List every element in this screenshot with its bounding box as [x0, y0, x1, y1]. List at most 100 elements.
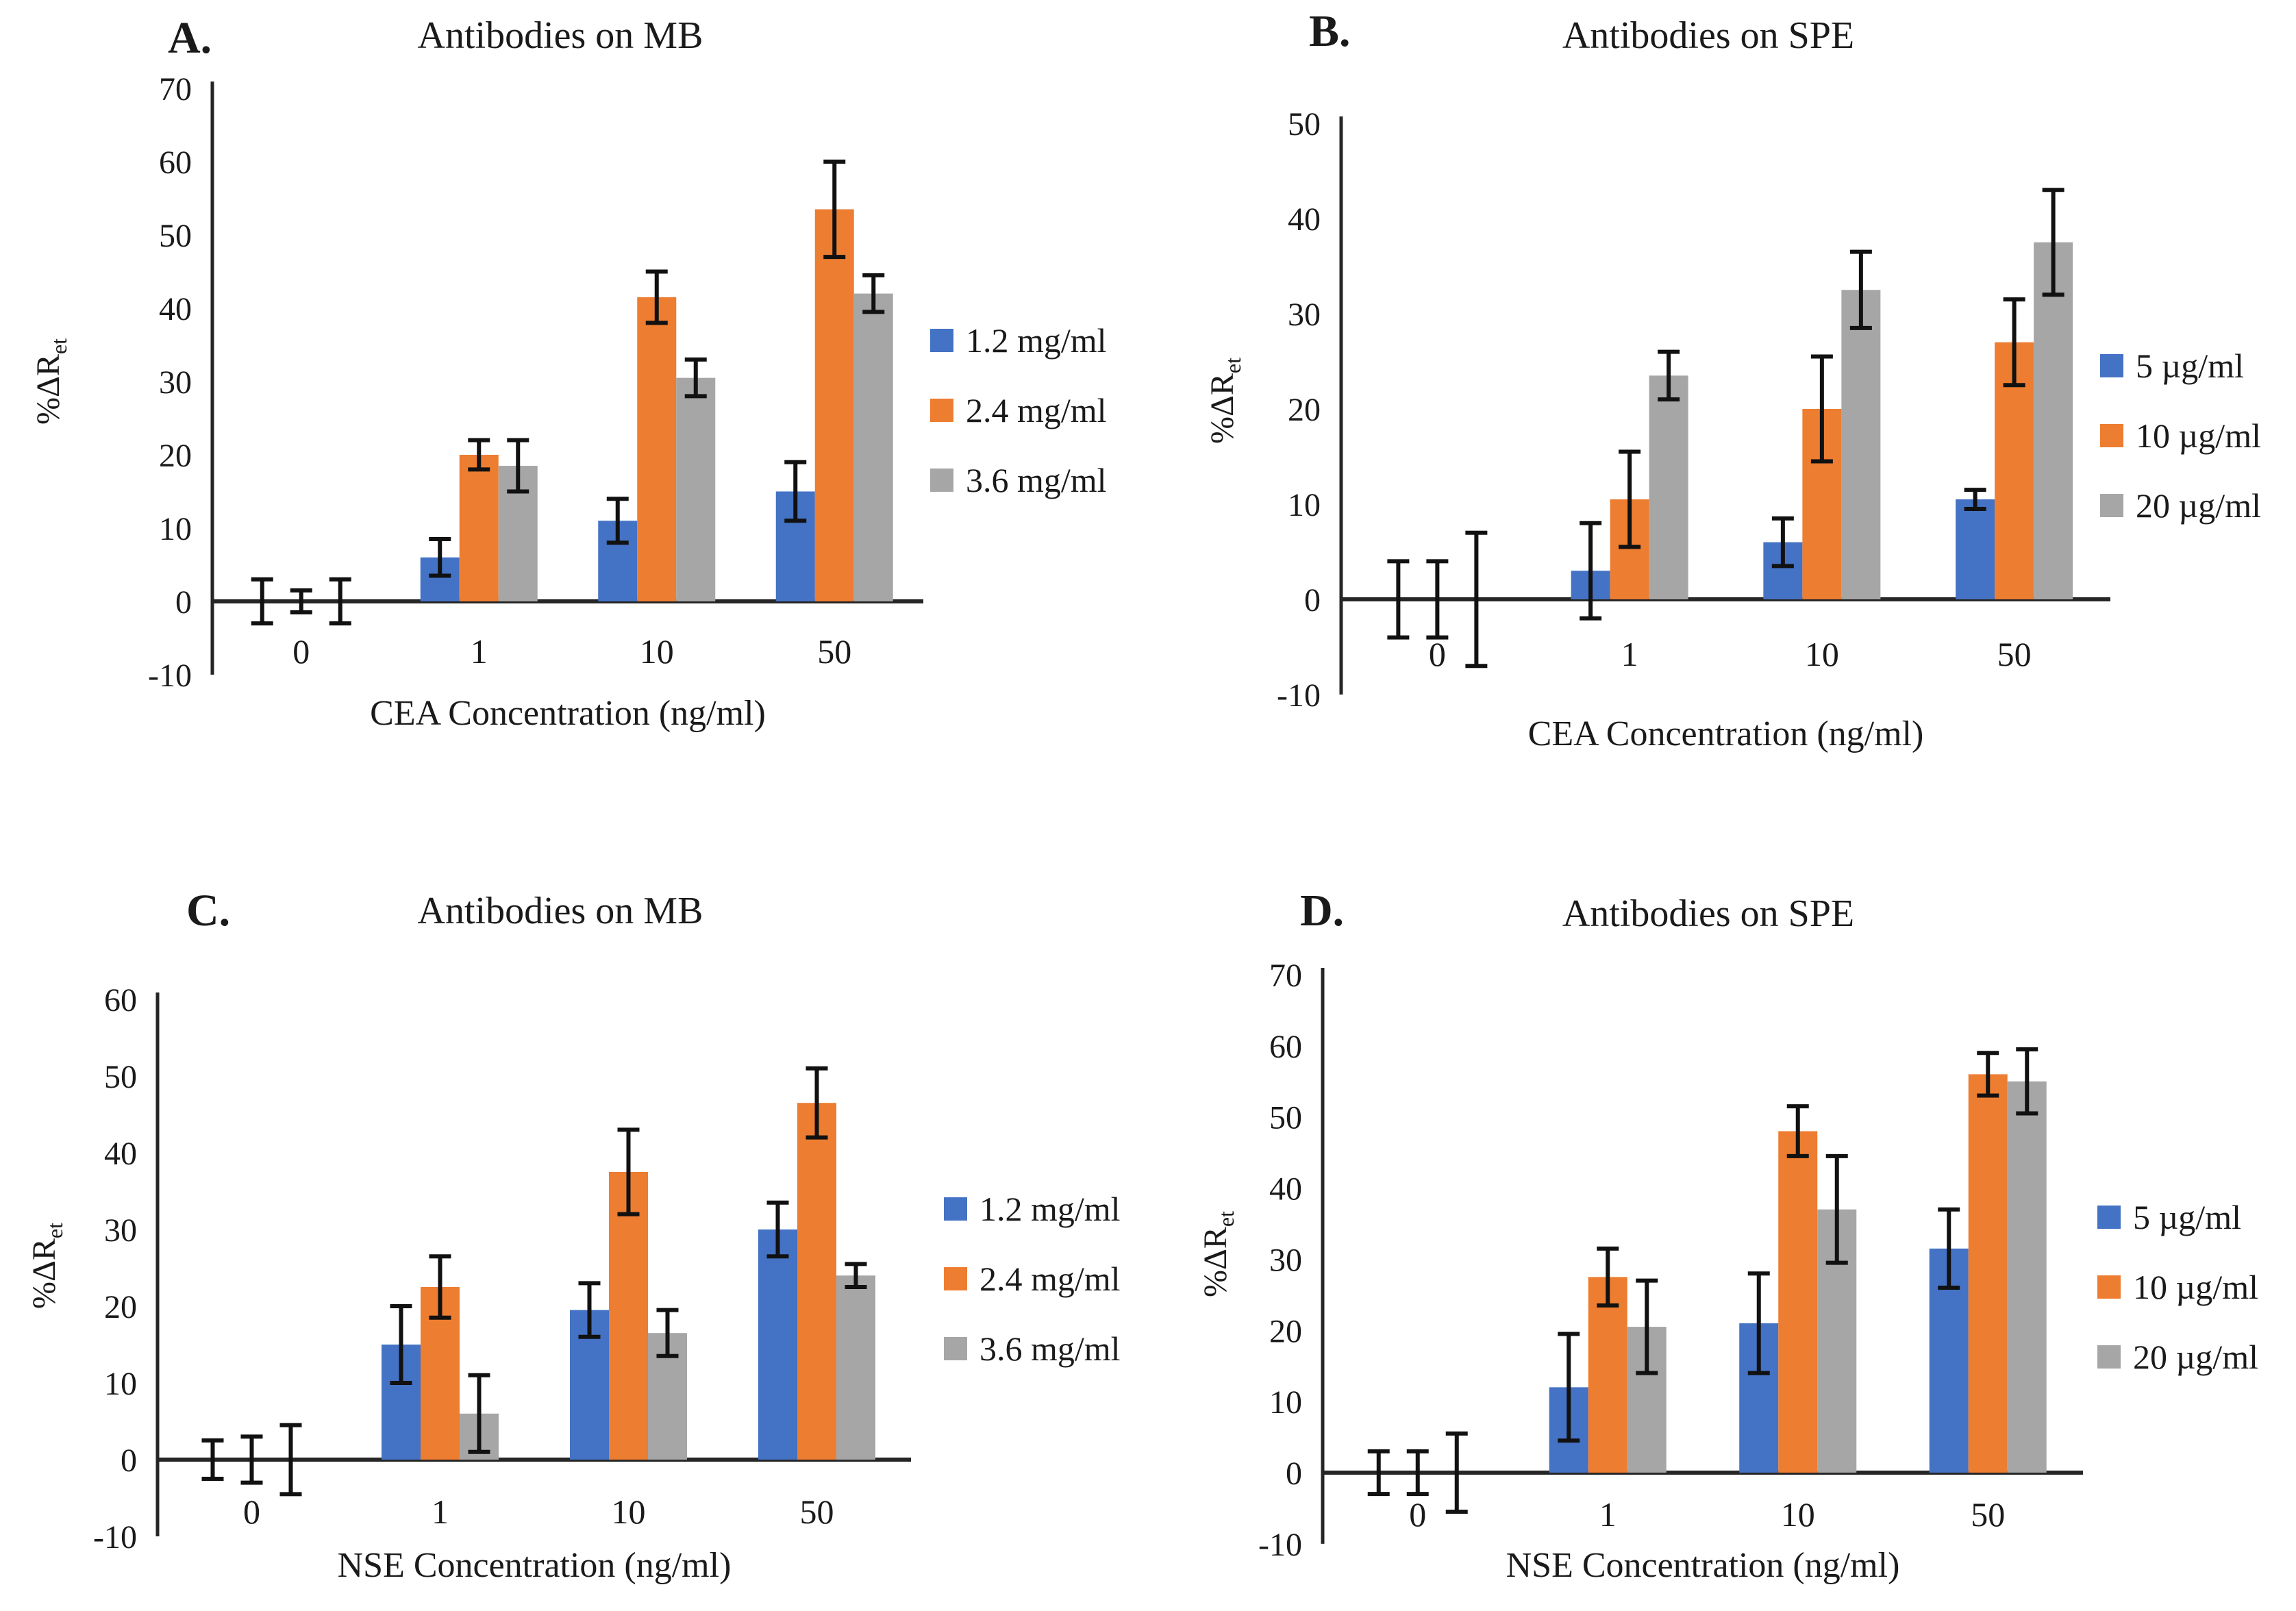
legend-item: 1.2 mg/ml [930, 321, 1107, 360]
svg-text:10: 10 [159, 511, 192, 547]
svg-text:0: 0 [175, 584, 192, 621]
panel-letter: C. [186, 886, 231, 936]
panel-letter: D. [1300, 886, 1345, 936]
svg-text:10: 10 [1805, 635, 1839, 673]
svg-text:50: 50 [104, 1059, 137, 1095]
svg-text:10: 10 [1269, 1384, 1302, 1421]
legend-label: 20 µg/ml [2133, 1338, 2258, 1376]
bar-plot: 60 50 40 30 20 10 0 -10 0 1 10 50 [93, 982, 911, 1556]
legend-swatch-blue [930, 329, 953, 352]
svg-text:10: 10 [104, 1366, 137, 1402]
svg-text:40: 40 [104, 1136, 137, 1172]
svg-text:1: 1 [1599, 1495, 1617, 1534]
x-axis-title: NSE Concentration (ng/ml) [337, 1546, 732, 1585]
legend-label: 3.6 mg/ml [979, 1329, 1121, 1368]
svg-text:0: 0 [1304, 582, 1321, 619]
svg-text:50: 50 [1971, 1495, 2005, 1534]
svg-text:30: 30 [1269, 1242, 1302, 1278]
svg-text:0: 0 [1409, 1495, 1426, 1534]
svg-text:50: 50 [800, 1493, 834, 1531]
svg-text:1: 1 [471, 632, 488, 671]
legend-item: 5 µg/ml [2100, 346, 2261, 386]
chart-title: Antibodies on SPE [1562, 14, 1855, 57]
legend: 5 µg/ml 10 µg/ml 20 µg/ml [2097, 1197, 2258, 1377]
legend-item: 1.2 mg/ml [944, 1189, 1121, 1229]
svg-text:40: 40 [1269, 1171, 1302, 1208]
legend: 1.2 mg/ml 2.4 mg/ml 3.6 mg/ml [930, 321, 1107, 500]
y-axis-label: %ΔRet [26, 1223, 67, 1309]
legend-label: 3.6 mg/ml [966, 461, 1107, 499]
legend: 1.2 mg/ml 2.4 mg/ml 3.6 mg/ml [944, 1189, 1121, 1369]
x-axis-title: CEA Concentration (ng/ml) [370, 694, 766, 733]
legend-item: 2.4 mg/ml [930, 390, 1107, 430]
svg-text:10: 10 [612, 1493, 646, 1531]
svg-text:70: 70 [159, 71, 192, 108]
legend-swatch-orange [2097, 1275, 2121, 1299]
svg-text:0: 0 [121, 1443, 137, 1479]
svg-text:1: 1 [432, 1493, 449, 1531]
legend-label: 10 µg/ml [2133, 1268, 2258, 1306]
svg-text:10: 10 [640, 632, 674, 671]
svg-text:60: 60 [1269, 1029, 1302, 1065]
bar-plot: 50 40 30 20 10 0 -10 0 1 10 50 [1277, 106, 2110, 714]
legend-item: 20 µg/ml [2100, 486, 2261, 525]
panel-d: 70 60 50 40 30 20 10 0 -10 0 1 10 50 D. Antibodies o… [1148, 806, 2296, 1611]
legend: 5 µg/ml 10 µg/ml 20 µg/ml [2100, 346, 2261, 525]
svg-text:20: 20 [104, 1289, 137, 1325]
svg-text:50: 50 [1997, 635, 2032, 673]
legend-item: 3.6 mg/ml [944, 1329, 1121, 1369]
legend-label: 1.2 mg/ml [979, 1190, 1121, 1228]
svg-text:60: 60 [104, 982, 137, 1019]
legend-item: 3.6 mg/ml [930, 460, 1107, 500]
panel-letter: A. [168, 13, 212, 63]
svg-text:50: 50 [1269, 1100, 1302, 1136]
legend-swatch-gray [930, 469, 953, 492]
svg-text:0: 0 [292, 632, 310, 671]
svg-text:1: 1 [1621, 635, 1638, 673]
svg-text:50: 50 [817, 632, 851, 671]
x-axis-title: NSE Concentration (ng/ml) [1506, 1546, 1900, 1585]
legend-label: 2.4 mg/ml [966, 391, 1107, 429]
svg-text:10: 10 [1288, 487, 1321, 523]
legend-item: 20 µg/ml [2097, 1337, 2258, 1377]
svg-text:30: 30 [159, 364, 192, 401]
legend-item: 2.4 mg/ml [944, 1259, 1121, 1299]
svg-text:50: 50 [159, 218, 192, 254]
svg-text:10: 10 [1781, 1495, 1815, 1534]
legend-swatch-gray [2100, 494, 2123, 517]
legend-swatch-blue [944, 1197, 967, 1221]
legend-item: 10 µg/ml [2097, 1267, 2258, 1307]
legend-swatch-gray [944, 1337, 967, 1360]
y-axis-label: %ΔRet [30, 338, 71, 425]
legend-item: 5 µg/ml [2097, 1197, 2258, 1237]
svg-text:0: 0 [1286, 1456, 1302, 1492]
svg-text:-10: -10 [1277, 677, 1321, 714]
panel-letter: B. [1309, 6, 1351, 56]
legend-swatch-orange [944, 1267, 967, 1290]
legend-swatch-orange [2100, 424, 2123, 447]
legend-swatch-blue [2097, 1206, 2121, 1229]
legend-label: 5 µg/ml [2133, 1198, 2241, 1236]
chart-title: Antibodies on MB [417, 890, 703, 932]
svg-text:20: 20 [1288, 392, 1321, 428]
legend-swatch-gray [2097, 1345, 2121, 1369]
svg-text:50: 50 [1288, 106, 1321, 142]
x-axis-title: CEA Concentration (ng/ml) [1527, 714, 1924, 753]
svg-text:0: 0 [1429, 635, 1446, 673]
legend-label: 2.4 mg/ml [979, 1260, 1121, 1298]
legend-label: 20 µg/ml [2136, 486, 2261, 525]
svg-text:40: 40 [1288, 201, 1321, 238]
y-axis-label: %ΔRet [1197, 1211, 1238, 1297]
svg-text:-10: -10 [1258, 1527, 1302, 1563]
panel-c: 60 50 40 30 20 10 0 -10 0 1 10 50 C. Antibodies on … [0, 806, 1148, 1611]
legend-label: 5 µg/ml [2136, 347, 2244, 385]
chart-title: Antibodies on MB [417, 14, 703, 57]
y-axis-label: %ΔRet [1204, 358, 1245, 444]
chart-title: Antibodies on SPE [1562, 892, 1855, 935]
svg-text:20: 20 [1269, 1313, 1302, 1349]
svg-text:60: 60 [159, 145, 192, 181]
bar-plot: 70 60 50 40 30 20 10 0 -10 0 1 10 50 [1258, 958, 2083, 1563]
svg-text:30: 30 [1288, 297, 1321, 333]
svg-text:-10: -10 [148, 658, 192, 694]
